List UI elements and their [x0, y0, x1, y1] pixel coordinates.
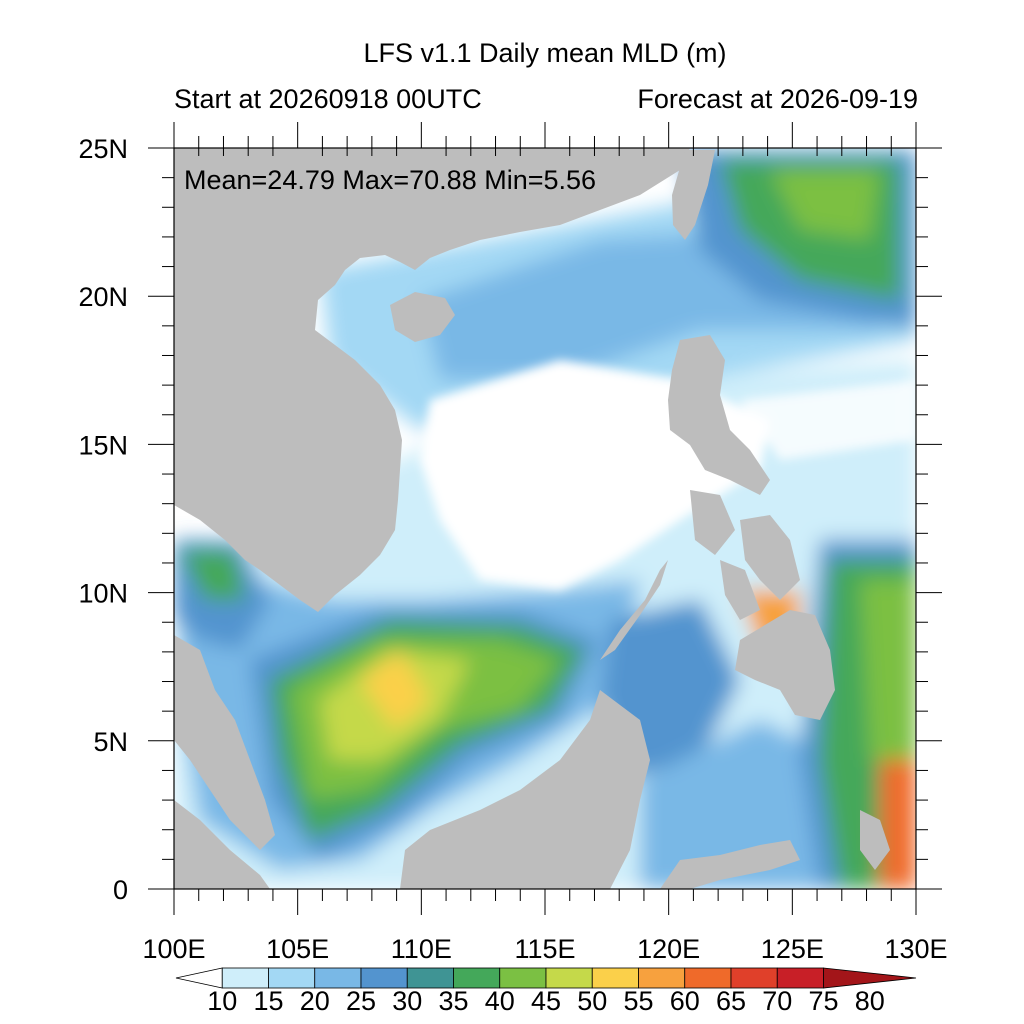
tick-labels: 100E 105E 110E 115E 120E 125E 130E 0 5N 10N 15N 20N… [78, 134, 947, 964]
y-tick-label: 20N [78, 282, 128, 312]
colorbar-swatch [360, 967, 408, 989]
x-tick-label: 120E [637, 934, 700, 964]
colorbar [175, 967, 917, 989]
colorbar-labels: 10 15 20 25 30 35 40 45 50 55 60 65 70 75 80 [207, 986, 885, 1016]
x-tick-label: 115E [514, 934, 575, 964]
colorbar-label: 35 [438, 986, 468, 1016]
colorbar-label: 45 [531, 986, 561, 1016]
colorbar-label: 55 [623, 986, 653, 1016]
colorbar-low-arrow [175, 967, 223, 989]
y-tick-label: 0 [113, 875, 128, 905]
colorbar-swatch [545, 967, 593, 989]
colorbar-label: 80 [855, 986, 885, 1016]
colorbar-swatch [314, 967, 362, 989]
y-tick-label: 5N [93, 727, 128, 757]
y-tick-label: 25N [78, 134, 128, 164]
colorbar-swatch [591, 967, 639, 989]
colorbar-swatch [221, 967, 269, 989]
colorbar-swatch [776, 967, 824, 989]
colorbar-label: 65 [716, 986, 746, 1016]
colorbar-swatch [268, 967, 316, 989]
y-tick-label: 10N [78, 579, 128, 609]
x-tick-label: 105E [266, 934, 329, 964]
colorbar-label: 15 [253, 986, 283, 1016]
colorbar-label: 75 [808, 986, 838, 1016]
land [174, 148, 890, 889]
colorbar-label: 10 [207, 986, 237, 1016]
stats-annotation: Mean=24.79 Max=70.88 Min=5.56 [184, 165, 596, 195]
colorbar-label: 20 [300, 986, 330, 1016]
colorbar-swatch [453, 967, 501, 989]
colorbar-label: 50 [577, 986, 607, 1016]
colorbar-high-arrow [823, 967, 917, 989]
colorbar-label: 40 [485, 986, 515, 1016]
colorbar-swatch [406, 967, 454, 989]
forecast-time-subtitle: Forecast at 2026-09-19 [637, 84, 918, 114]
colorbar-label: 70 [762, 986, 792, 1016]
tick-marks [148, 122, 942, 915]
start-time-subtitle: Start at 20260918 00UTC [174, 84, 482, 114]
x-tick-label: 110E [391, 934, 452, 964]
colorbar-swatch [730, 967, 778, 989]
map-title: LFS v1.1 Daily mean MLD (m) [363, 38, 727, 68]
colorbar-label: 30 [392, 986, 422, 1016]
colorbar-label: 60 [670, 986, 700, 1016]
colorbar-label: 25 [346, 986, 376, 1016]
y-tick-label: 15N [78, 430, 128, 460]
colorbar-swatch [499, 967, 547, 989]
colorbar-swatch [638, 967, 686, 989]
x-tick-label: 130E [884, 934, 947, 964]
colorbar-swatch [684, 967, 732, 989]
x-tick-label: 100E [142, 934, 205, 964]
x-tick-label: 125E [761, 934, 824, 964]
